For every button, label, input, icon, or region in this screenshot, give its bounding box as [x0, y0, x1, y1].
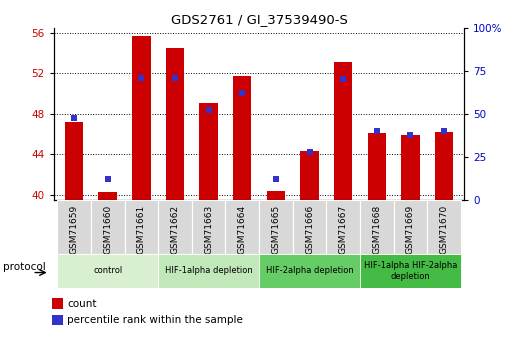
Bar [225, 200, 259, 254]
Point [137, 75, 145, 80]
Bar [360, 254, 461, 288]
Bar [57, 200, 91, 254]
Bar [132, 36, 151, 200]
Bar [200, 103, 218, 200]
Text: GSM71663: GSM71663 [204, 204, 213, 254]
Text: GSM71662: GSM71662 [170, 204, 180, 254]
Text: GSM71667: GSM71667 [339, 204, 348, 254]
Bar [233, 76, 251, 200]
Title: GDS2761 / GI_37539490-S: GDS2761 / GI_37539490-S [171, 13, 347, 27]
Bar [435, 132, 453, 200]
Bar [427, 200, 461, 254]
Bar [91, 200, 125, 254]
Bar [393, 200, 427, 254]
Point [305, 149, 313, 155]
Text: GSM71664: GSM71664 [238, 204, 247, 254]
Point [339, 77, 347, 82]
Bar [259, 200, 293, 254]
Bar [98, 192, 117, 200]
Point [238, 90, 246, 96]
Bar [166, 48, 184, 200]
Point [406, 132, 415, 137]
Bar [125, 200, 158, 254]
Bar [192, 200, 225, 254]
Text: GSM71659: GSM71659 [70, 204, 78, 254]
Bar [65, 122, 83, 200]
Bar [57, 254, 158, 288]
Point [272, 176, 280, 181]
Text: HIF-1alpha HIF-2alpha
depletion: HIF-1alpha HIF-2alpha depletion [364, 261, 457, 280]
Bar [267, 191, 285, 200]
Bar [52, 298, 63, 309]
Bar [401, 135, 420, 200]
Point [171, 76, 179, 81]
Text: percentile rank within the sample: percentile rank within the sample [67, 315, 243, 325]
Text: GSM71669: GSM71669 [406, 204, 415, 254]
Text: count: count [67, 299, 97, 309]
Bar [367, 133, 386, 200]
Text: protocol: protocol [3, 263, 46, 272]
Bar [326, 200, 360, 254]
Bar [158, 254, 259, 288]
Bar [300, 151, 319, 200]
Bar [360, 200, 393, 254]
Point [205, 108, 213, 113]
Text: GSM71665: GSM71665 [271, 204, 281, 254]
Text: GSM71668: GSM71668 [372, 204, 381, 254]
Text: HIF-2alpha depletion: HIF-2alpha depletion [266, 266, 353, 275]
Point [104, 177, 112, 182]
Text: GSM71660: GSM71660 [103, 204, 112, 254]
Point [373, 128, 381, 134]
Bar [334, 62, 352, 200]
Bar [259, 254, 360, 288]
Text: GSM71666: GSM71666 [305, 204, 314, 254]
Point [70, 115, 78, 121]
Bar [293, 200, 326, 254]
Text: GSM71670: GSM71670 [440, 204, 448, 254]
Text: HIF-1alpha depletion: HIF-1alpha depletion [165, 266, 252, 275]
Point [440, 128, 448, 134]
Bar [52, 315, 63, 325]
Text: control: control [93, 266, 122, 275]
Bar [158, 200, 192, 254]
Text: GSM71661: GSM71661 [137, 204, 146, 254]
